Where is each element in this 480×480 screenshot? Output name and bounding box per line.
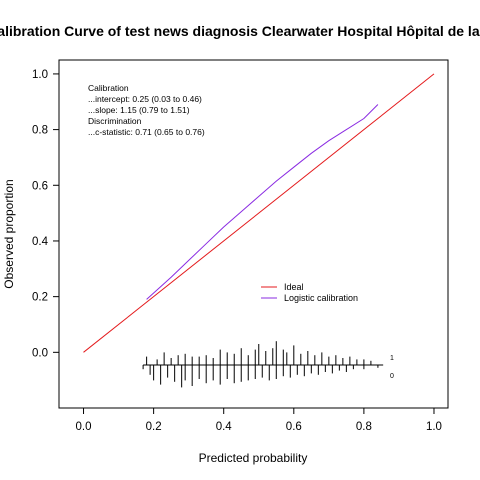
x-axis: 0.0 0.2 0.4 0.6 0.8 1.0 — [76, 408, 442, 433]
y-tick-label: 1.0 — [32, 69, 48, 81]
x-tick-label: 0.8 — [356, 421, 372, 433]
rug-label-nonevents: 0 — [390, 373, 394, 380]
annotation-line: ...intercept: 0.25 (0.03 to 0.46) — [88, 94, 202, 104]
legend-label: Logistic calibration — [284, 293, 358, 303]
series-group — [83, 73, 435, 353]
legend-label: Ideal — [284, 282, 304, 292]
annotation-line: ...c-statistic: 0.71 (0.65 to 0.76) — [88, 127, 205, 137]
y-axis: 0.0 0.2 0.4 0.6 0.8 1.0 — [32, 69, 59, 359]
chart-title: Calibration Curve of test news diagnosis… — [0, 23, 480, 39]
rug-label-events: 1 — [390, 355, 394, 362]
y-tick-label: 0.2 — [32, 292, 48, 304]
legend: Ideal Logistic calibration — [261, 282, 358, 303]
y-tick-label: 0.8 — [32, 125, 48, 137]
distribution-rug — [142, 341, 384, 388]
ideal-line — [83, 73, 435, 353]
y-axis-title: Observed proportion — [2, 179, 16, 288]
plot-frame — [58, 59, 449, 409]
y-tick-label: 0.0 — [32, 347, 48, 359]
x-tick-label: 1.0 — [426, 421, 442, 433]
annotation-line: Calibration — [88, 83, 129, 93]
x-tick-label: 0.4 — [216, 421, 233, 433]
x-tick-label: 0.0 — [76, 421, 92, 433]
annotation-line: Discrimination — [88, 116, 142, 126]
x-axis-title: Predicted probability — [199, 451, 308, 465]
annotation-line: ...slope: 1.15 (0.79 to 1.51) — [88, 105, 190, 115]
y-tick-label: 0.6 — [32, 180, 48, 192]
x-tick-label: 0.2 — [146, 421, 162, 433]
logistic-calibration-line — [146, 104, 379, 300]
stats-annotation: Calibration ...intercept: 0.25 (0.03 to … — [88, 83, 205, 137]
y-tick-label: 0.4 — [32, 236, 49, 248]
x-tick-label: 0.6 — [286, 421, 302, 433]
